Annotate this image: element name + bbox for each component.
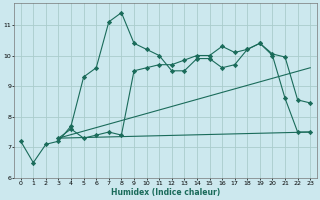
X-axis label: Humidex (Indice chaleur): Humidex (Indice chaleur)	[111, 188, 220, 197]
